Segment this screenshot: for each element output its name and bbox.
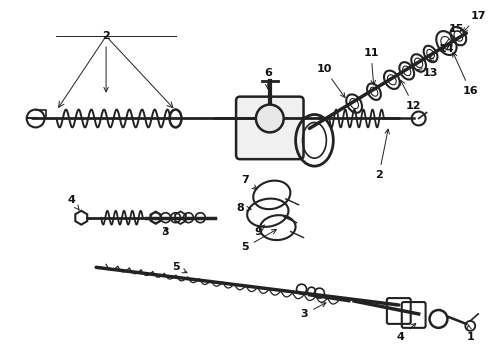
Text: 5: 5 [172, 262, 187, 273]
Text: 3: 3 [301, 303, 326, 319]
Text: 4: 4 [68, 195, 79, 210]
Text: 15: 15 [441, 24, 464, 50]
Text: 7: 7 [241, 175, 257, 189]
Circle shape [256, 105, 284, 132]
Text: 9: 9 [254, 225, 265, 237]
Text: 2: 2 [375, 129, 390, 180]
Text: 1: 1 [466, 325, 474, 342]
Text: 14: 14 [429, 44, 454, 61]
Text: 13: 13 [417, 68, 438, 78]
Text: 17: 17 [463, 11, 486, 32]
Text: 8: 8 [236, 203, 251, 213]
FancyBboxPatch shape [236, 96, 303, 159]
Text: 2: 2 [102, 31, 110, 92]
Text: 16: 16 [453, 53, 478, 96]
Text: 6: 6 [264, 68, 272, 89]
Text: 3: 3 [162, 226, 170, 237]
Text: 11: 11 [363, 48, 379, 85]
Text: 4: 4 [397, 324, 416, 342]
Text: 12: 12 [401, 80, 421, 111]
Text: 10: 10 [317, 64, 345, 98]
Text: 5: 5 [241, 230, 276, 252]
